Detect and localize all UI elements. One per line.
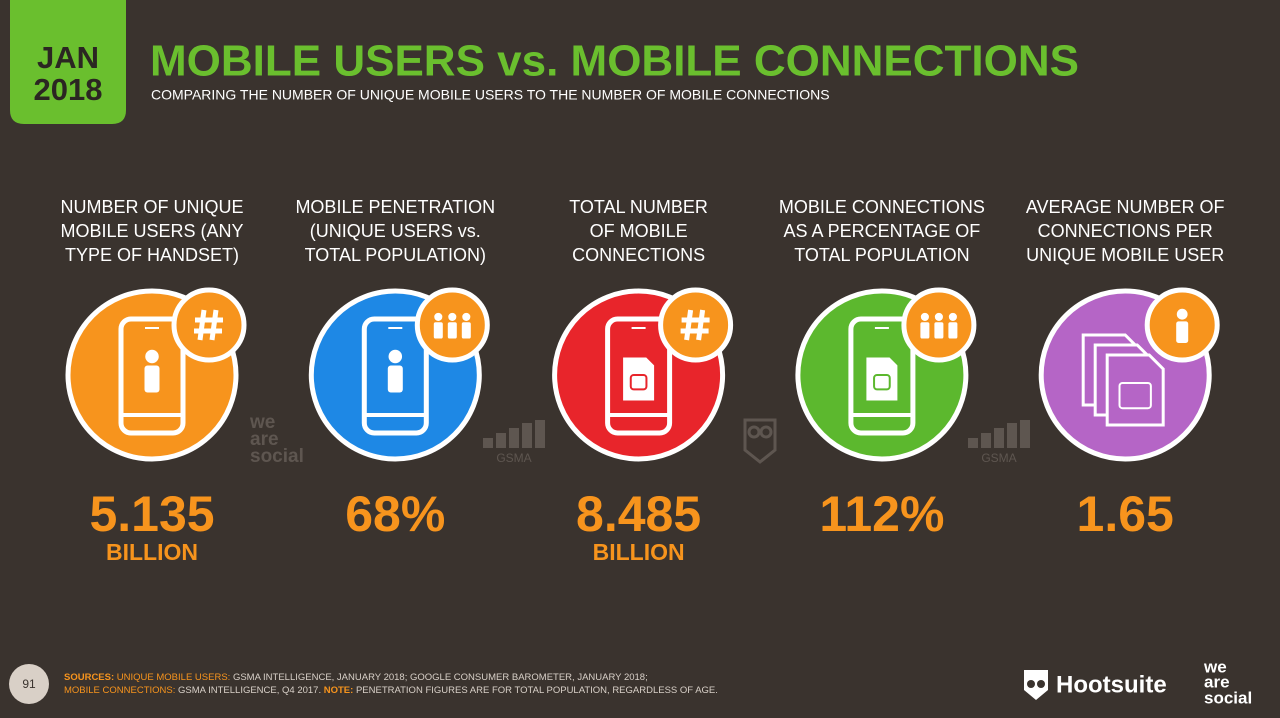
stat-label: MOBILE USERS (ANY: [60, 221, 243, 241]
watermark-text: social: [250, 446, 304, 467]
stat-label: AS A PERCENTAGE OF: [784, 221, 981, 241]
hash-icon: [680, 309, 710, 341]
hash-icon: [194, 309, 223, 341]
was-text: we: [1203, 657, 1227, 676]
stats: NUMBER OF UNIQUE MOBILE USERS (ANY TYPE OF…: [60, 197, 1224, 565]
was-text: social: [1204, 688, 1252, 707]
phone: [848, 316, 916, 436]
person-body: [948, 322, 958, 339]
stat-unit: BILLION: [593, 539, 685, 565]
badge: [171, 287, 247, 363]
phone: [361, 316, 429, 436]
owl-watermark: [743, 418, 777, 464]
stat: TOTAL NUMBER OF MOBILE CONNECTIONS 8.485BIL…: [552, 197, 734, 565]
person-head: [920, 312, 929, 321]
gsma-text: GSMA: [496, 451, 531, 465]
gsma-logo: GSMA GSMA: [483, 420, 1030, 465]
stat-value: 8.485: [576, 486, 701, 542]
person-body: [934, 322, 944, 339]
person-head: [934, 312, 943, 321]
src-label: UNIQUE MOBILE USERS:: [117, 672, 231, 683]
hootsuite-logo: Hootsuite: [1024, 670, 1167, 700]
person-body: [144, 365, 160, 393]
stat-label: TOTAL POPULATION): [305, 245, 486, 265]
stat-label: CONNECTIONS: [572, 245, 705, 265]
was-logo: we are social: [1203, 657, 1252, 707]
sim-chip: [1118, 382, 1152, 410]
watermark-text: are: [250, 429, 279, 450]
badge: [658, 287, 734, 363]
person-body: [920, 322, 930, 339]
sources-line: MOBILE CONNECTIONS: GSMA INTELLIGENCE, Q…: [64, 685, 718, 696]
stat-value: 1.65: [1077, 486, 1174, 542]
src-label: MOBILE CONNECTIONS:: [64, 685, 175, 696]
person-body: [461, 322, 471, 339]
stat-label: AVERAGE NUMBER OF: [1026, 197, 1225, 217]
watermark-was: we are social: [249, 412, 304, 467]
stat-label: UNIQUE MOBILE USER: [1026, 245, 1224, 265]
gsma-text: GSMA: [981, 451, 1016, 465]
src-label: NOTE:: [324, 685, 354, 696]
stat-label: TOTAL POPULATION: [794, 245, 969, 265]
person-head: [145, 349, 159, 364]
stat-label: MOBILE PENETRATION: [295, 197, 495, 217]
stat-label: OF MOBILE: [590, 221, 688, 241]
hootsuite-text: Hootsuite: [1056, 671, 1167, 698]
person-head: [948, 312, 957, 321]
stat: NUMBER OF UNIQUE MOBILE USERS (ANY TYPE OF…: [60, 197, 247, 565]
sim-chip: [873, 374, 891, 391]
stat: MOBILE CONNECTIONS AS A PERCENTAGE OF TOTA…: [779, 197, 985, 542]
stat-label: (UNIQUE USERS vs.: [310, 221, 481, 241]
sim-card: [866, 357, 898, 401]
page-number: 91: [22, 677, 36, 691]
sim-chip: [629, 374, 648, 391]
watermark-text: we: [249, 412, 275, 433]
person-head: [388, 349, 403, 364]
person-head: [1176, 308, 1188, 320]
phone: [118, 316, 186, 436]
badge-month: JAN: [37, 40, 99, 75]
stat-unit: BILLION: [106, 539, 198, 565]
date-badge: [10, 0, 126, 124]
person-head: [462, 312, 471, 321]
page-circle: [9, 664, 49, 704]
badge-year: 2018: [34, 72, 103, 107]
person-body: [1176, 321, 1189, 343]
person-body: [387, 365, 403, 393]
src-label: SOURCES:: [64, 672, 114, 683]
sim-card: [1105, 353, 1165, 427]
stat-label: NUMBER OF UNIQUE: [60, 197, 243, 217]
src-text: PENETRATION FIGURES ARE FOR TOTAL POPULA…: [356, 685, 718, 696]
stat-value: 68%: [345, 486, 445, 542]
phone: [605, 316, 673, 436]
stat-label: TOTAL NUMBER: [569, 197, 708, 217]
stat-label: CONNECTIONS PER: [1038, 221, 1213, 241]
stat-value: 112%: [819, 486, 944, 542]
stat: MOBILE PENETRATION (UNIQUE USERS vs. TOTAL…: [295, 197, 495, 542]
stat: AVERAGE NUMBER OF CONNECTIONS PER UNIQUE M…: [1026, 197, 1225, 542]
person-body: [433, 322, 443, 339]
title: MOBILE USERS vs. MOBILE CONNECTIONS: [150, 37, 1079, 86]
person-head: [448, 312, 457, 321]
stat-label: MOBILE CONNECTIONS: [779, 197, 985, 217]
stat-value: 5.135: [89, 486, 214, 542]
stat-label: TYPE OF HANDSET): [65, 245, 239, 265]
sources-line: SOURCES: UNIQUE MOBILE USERS: GSMA INTEL…: [64, 672, 648, 683]
subtitle: COMPARING THE NUMBER OF UNIQUE MOBILE US…: [151, 87, 830, 103]
person-head: [434, 312, 443, 321]
src-text: GSMA INTELLIGENCE, JANUARY 2018; GOOGLE …: [233, 672, 648, 683]
src-text: GSMA INTELLIGENCE, Q4 2017.: [178, 685, 321, 696]
was-text: are: [1204, 672, 1230, 691]
person-body: [447, 322, 457, 339]
sim-card: [623, 357, 655, 401]
